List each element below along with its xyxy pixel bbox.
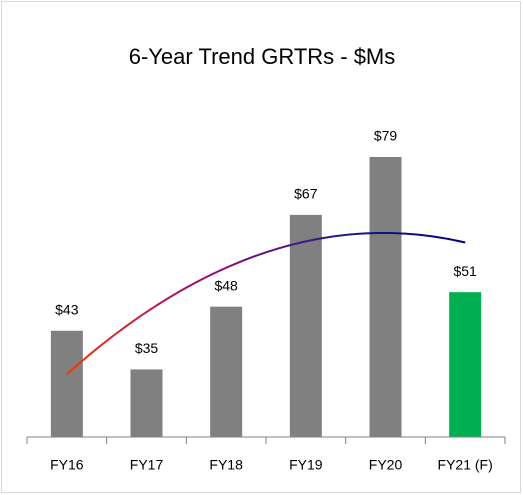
bar [130, 369, 163, 437]
x-tick-label: FY20 [369, 457, 403, 473]
value-label: $51 [453, 263, 477, 279]
x-tick-label: FY21 (F) [438, 457, 493, 473]
value-label: $48 [214, 277, 238, 293]
value-label: $35 [135, 340, 159, 356]
x-tick-label: FY17 [130, 457, 164, 473]
bar [210, 306, 243, 437]
x-tick-label: FY19 [289, 457, 323, 473]
bar [449, 292, 482, 437]
x-tick-label: FY16 [50, 457, 84, 473]
x-tick-label: FY18 [209, 457, 243, 473]
trendline [66, 231, 466, 375]
chart-title: 6-Year Trend GRTRs - $Ms [129, 44, 396, 69]
value-label: $67 [294, 186, 318, 202]
value-label: $79 [374, 128, 398, 144]
bar [50, 330, 83, 437]
bar [369, 156, 402, 437]
bar [289, 214, 322, 437]
value-label: $43 [55, 301, 79, 317]
